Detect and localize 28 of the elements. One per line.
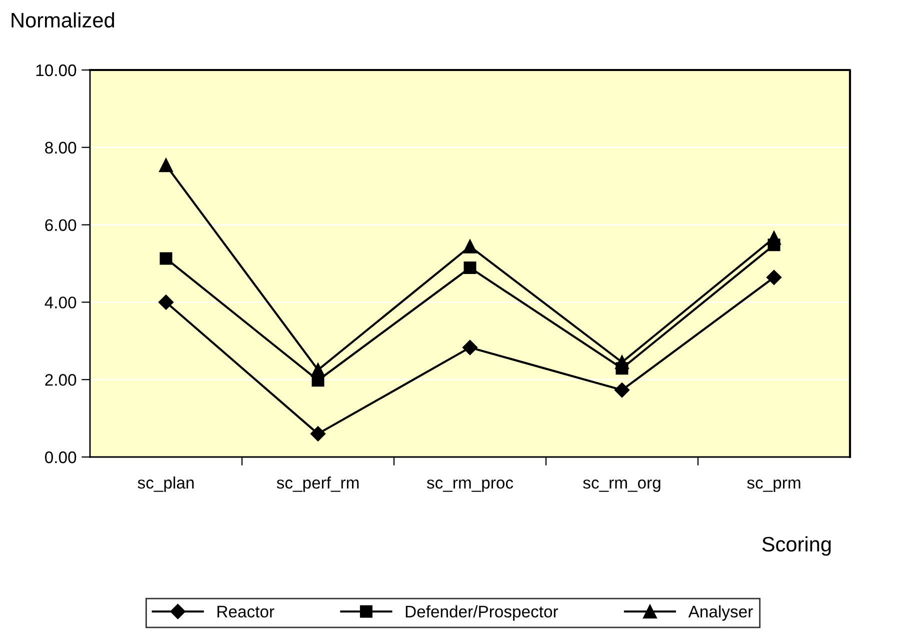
point [614,382,630,398]
y-tick-label: 2.00 [45,374,76,386]
y-tick-label: 6.00 [45,219,76,232]
point [766,270,782,285]
legend-label: Analyser [688,605,753,621]
y-tick-label: 4.00 [44,296,76,308]
y-tick-label: 10.00 [36,64,76,76]
point [462,340,478,356]
x-tick-label: sc_rm_proc [426,480,514,492]
point [464,262,476,274]
x-tick-label: sc_perf_rm [276,476,359,492]
x-tick-label: sc_prm [747,480,800,492]
point [311,362,325,377]
point [310,426,326,442]
point [160,252,172,265]
point [158,294,174,310]
point [463,240,477,254]
point [615,355,629,370]
point [159,158,173,172]
x-tick-label: sc_plan [138,476,194,492]
legend-label: Reactor [218,606,274,618]
y-tick-label: 8.00 [45,142,76,154]
point [767,231,781,245]
y-axis-title: Normalized [12,12,114,28]
x-axis-title: Scoring [762,536,831,556]
y-tick-label: 0.00 [45,451,76,464]
x-tick-label: sc_rm_org [583,480,660,492]
legend-label: Defender/Prospector [406,605,558,621]
